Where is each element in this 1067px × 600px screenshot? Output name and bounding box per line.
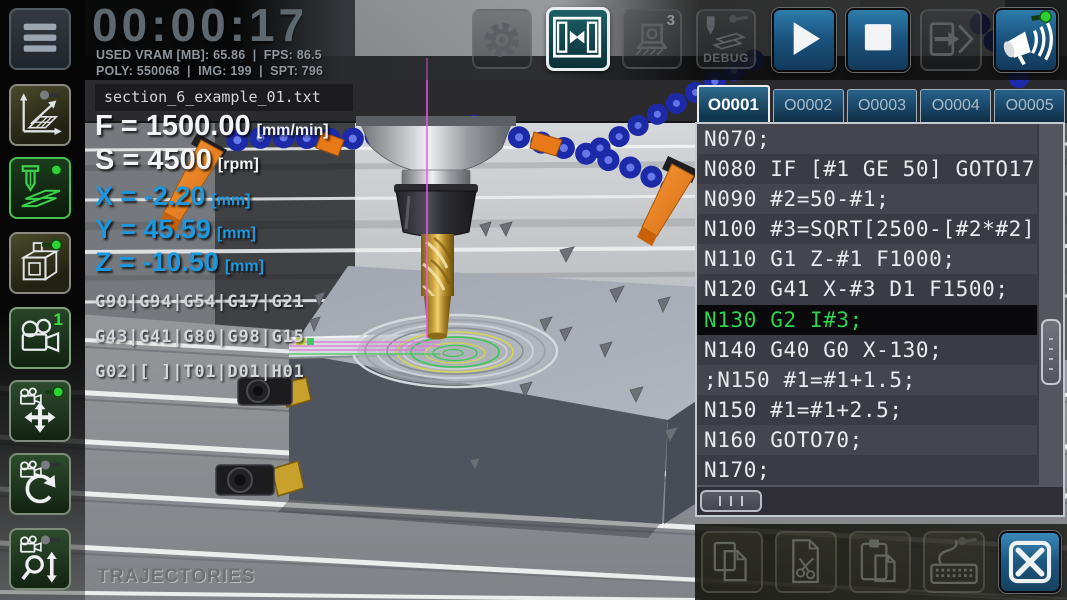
program-tab[interactable]: O0003 [846, 89, 918, 122]
code-line[interactable]: N120 G41 X-#3 D1 F1500; [697, 274, 1037, 305]
edit-toolbar [695, 524, 1067, 600]
camera-zoom-icon [20, 535, 60, 583]
doors-closing-icon [553, 16, 602, 58]
code-line[interactable]: N170; [697, 454, 1037, 485]
single-block-step-button[interactable] [920, 9, 982, 71]
cutting-tool-icon [21, 164, 62, 208]
fixtures-count-badge: 3 [666, 12, 675, 29]
gear-icon [484, 22, 520, 57]
gcode-program-panel: O0001 O0002 O0003 O0004 O0005 N070; N080… [695, 85, 1065, 517]
cut-icon [792, 539, 819, 584]
x-coordinate-readout: X = -2.20 [mm] [95, 181, 251, 211]
gcode-listing: N070; N080 IF [#1 GE 50] GOTO17 N090 #2=… [697, 124, 1037, 485]
play-button[interactable] [772, 8, 836, 72]
y-coordinate-readout: Y = 45.59 [mm] [95, 214, 256, 244]
code-line[interactable]: N080 IF [#1 GE 50] GOTO17 [697, 154, 1037, 185]
code-line[interactable]: N140 G40 G0 X-130; [697, 334, 1037, 365]
metal-chips [309, 221, 679, 471]
code-line[interactable]: N070; [697, 124, 1037, 155]
code-line[interactable]: N100 #3=SQRT[2500-[#2*#2] [697, 214, 1037, 245]
tool-display-toggle-button[interactable] [9, 157, 71, 219]
vertical-scrollbar-handle[interactable] [1041, 319, 1061, 385]
stop-button[interactable] [846, 8, 910, 72]
code-line[interactable]: ;N150 #1=#1+1.5; [697, 364, 1037, 395]
camera-zoom-toggle-button[interactable] [9, 528, 71, 590]
performance-stats: USED VRAM [MB]: 65.86 | FPS: 86.5 POLY: … [96, 48, 324, 78]
coolant-nozzles [160, 131, 698, 246]
gcode-editor: N070; N080 IF [#1 GE 50] GOTO17 N090 #2=… [695, 122, 1065, 517]
camera-rotate-toggle-button[interactable] [9, 453, 71, 515]
play-icon [793, 22, 820, 55]
modal-gcode-status: G90|G94|G54|G17|G21 G43|G41|G80|G98|G15 … [95, 292, 305, 382]
copy-button[interactable] [701, 531, 763, 593]
camera-pan-icon [20, 386, 64, 433]
code-line[interactable]: N110 G1 Z-#1 F1000; [697, 244, 1037, 275]
trajectories-label: TRAJECTORIES [97, 566, 256, 587]
program-tab[interactable]: O0001 [697, 85, 770, 122]
code-line[interactable]: N090 #2=50-#1; [697, 184, 1037, 215]
sound-toggle-button[interactable] [994, 8, 1058, 72]
spindle-speed-readout: S = 4500 [rpm] [95, 144, 259, 176]
camera-rotate-icon [20, 460, 60, 504]
program-tabs: O0001 O0002 O0003 O0004 O0005 [697, 85, 1065, 122]
simulation-timer: 00:00:17 [92, 0, 309, 51]
workpiece-fixture-icon [635, 23, 667, 56]
debug-mode-button[interactable]: DEBUG [696, 9, 756, 69]
step-into-icon [929, 22, 974, 56]
megaphone-icon [1003, 10, 1053, 66]
settings-button[interactable] [472, 9, 532, 69]
z-coordinate-readout: Z = -10.50 [mm] [95, 247, 264, 277]
toolpath-trajectories [289, 331, 514, 373]
copy-icon [713, 541, 747, 582]
camera-pan-toggle-button[interactable] [9, 380, 71, 442]
spindle-assembly [356, 58, 516, 340]
program-tab[interactable]: O0004 [920, 89, 992, 122]
trajectory-plot-icon [20, 90, 62, 135]
trajectories-toggle-button[interactable] [9, 84, 71, 146]
stop-icon [864, 24, 892, 51]
machine-display-toggle-button[interactable] [9, 232, 71, 294]
code-line[interactable]: N160 GOTO70; [697, 424, 1037, 455]
main-menu-button[interactable] [9, 8, 71, 70]
close-icon [1008, 540, 1052, 584]
program-tab[interactable]: O0005 [994, 89, 1065, 122]
movie-camera-icon [21, 318, 60, 353]
feed-rate-readout: F = 1500.00 [mm/min] [95, 110, 329, 142]
horizontal-scrollbar-handle[interactable] [700, 490, 762, 512]
vertical-scrollbar[interactable] [1037, 124, 1063, 485]
virtual-keyboard-button[interactable] [923, 531, 985, 593]
code-line[interactable]: N130 G2 I#3; [697, 304, 1037, 335]
paste-icon [860, 539, 896, 583]
cut-button[interactable] [775, 531, 837, 593]
milling-machine-icon [20, 239, 62, 282]
close-panel-button[interactable] [999, 531, 1061, 593]
code-line[interactable]: N150 #1=#1+2.5; [697, 394, 1037, 425]
debug-icon [706, 14, 749, 50]
fixtures-button[interactable]: 3 [622, 9, 682, 69]
toggle-on-knob [1039, 10, 1053, 23]
keyboard-icon [930, 537, 978, 584]
debug-label: DEBUG [703, 51, 749, 65]
camera-view-button[interactable]: 1 [9, 307, 71, 369]
machine-doors-toggle-button[interactable] [546, 7, 610, 71]
left-toolbar: 1 [0, 0, 85, 600]
top-toolbar: 00:00:17 USED VRAM [MB]: 65.86 | FPS: 86… [0, 0, 1067, 80]
horizontal-scrollbar[interactable] [697, 485, 1063, 515]
loaded-file-name: section_6_example_01.txt [95, 84, 353, 111]
camera-number-badge: 1 [53, 310, 63, 329]
paste-button[interactable] [849, 531, 911, 593]
hamburger-menu-icon [23, 23, 57, 52]
program-tab[interactable]: O0002 [772, 89, 844, 122]
